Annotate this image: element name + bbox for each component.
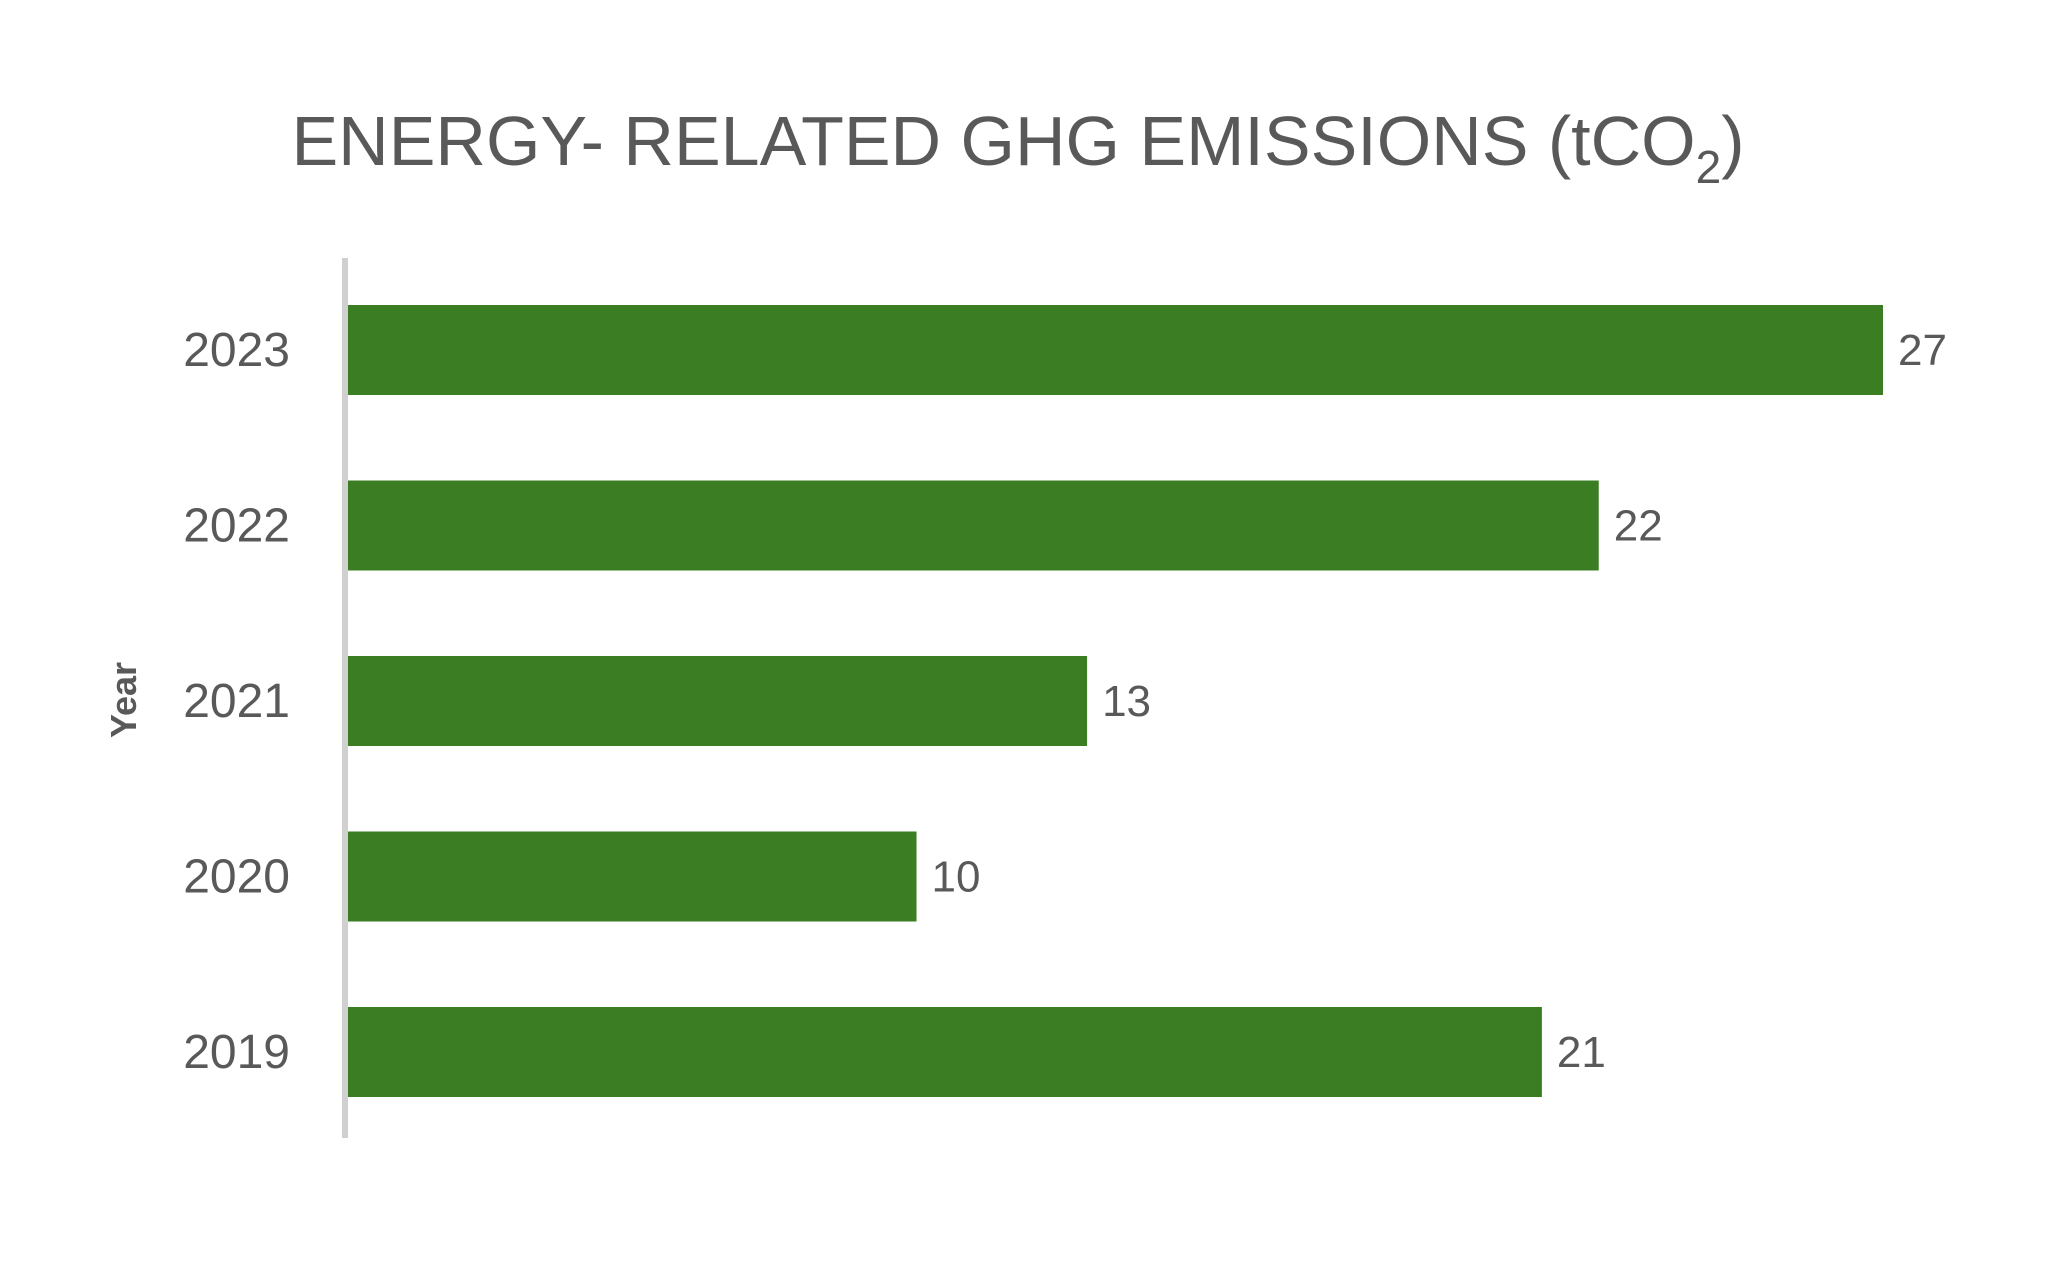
data-label-2022: 22: [1614, 502, 1663, 551]
category-label-2019: 2019: [183, 1026, 290, 1079]
bars-group: 2023 27 2022 22 2021 13 2020 10 2019 21: [183, 305, 1947, 1097]
category-label-2021: 2021: [183, 675, 290, 728]
bar-2020: [348, 831, 917, 922]
data-label-2020: 10: [932, 853, 981, 902]
category-label-2023: 2023: [183, 324, 290, 377]
category-label-2022: 2022: [183, 500, 290, 553]
data-label-2023: 27: [1898, 326, 1947, 375]
y-axis-label: Year: [103, 662, 144, 738]
chart-title: ENERGY- RELATED GHG EMISSIONS (tCO2): [291, 102, 1744, 193]
bar-2021: [348, 656, 1088, 746]
chart-title-main: ENERGY- RELATED GHG EMISSIONS (tCO: [291, 102, 1695, 180]
data-label-2021: 13: [1102, 677, 1151, 726]
chart-title-subscript: 2: [1696, 141, 1722, 193]
category-label-2020: 2020: [183, 851, 290, 904]
bar-2023: [348, 305, 1883, 395]
bar-2022: [348, 480, 1599, 571]
bar-2019: [348, 1007, 1542, 1097]
chart-title-suffix: ): [1721, 102, 1744, 180]
data-label-2019: 21: [1557, 1028, 1606, 1077]
